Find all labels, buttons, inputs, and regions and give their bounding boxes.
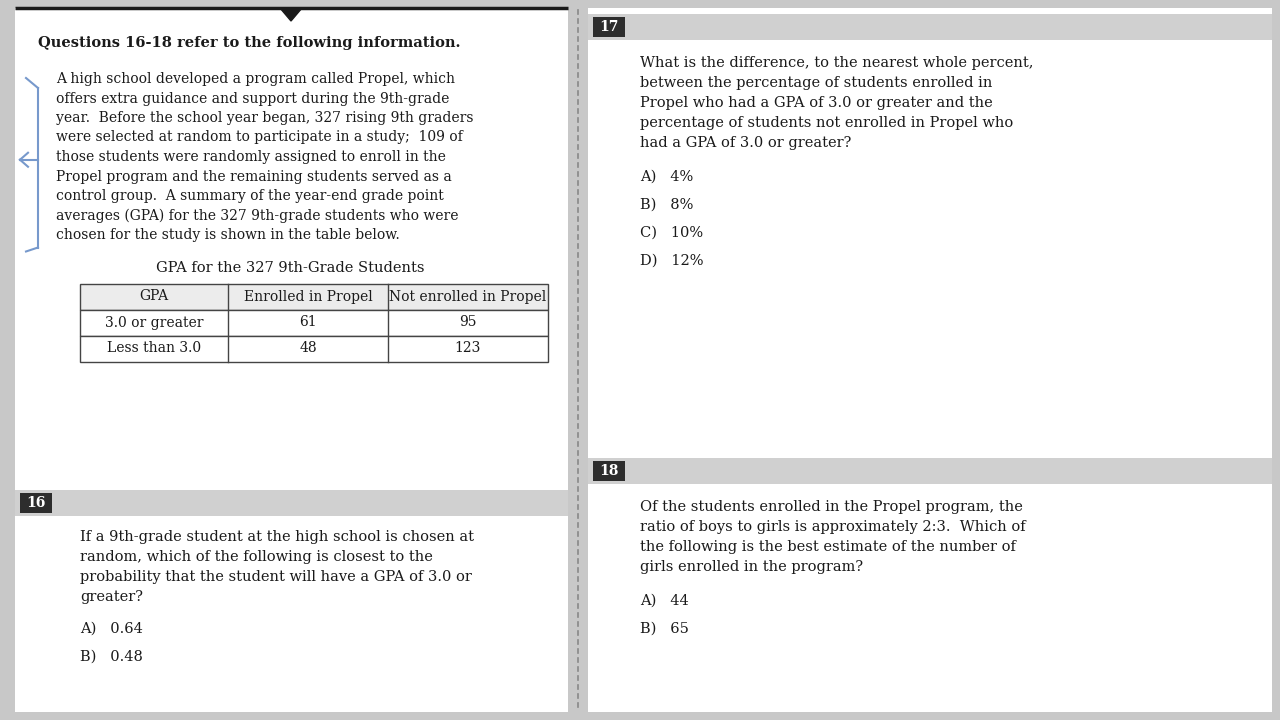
Bar: [79, 336, 548, 361]
Text: What is the difference, to the nearest whole percent,: What is the difference, to the nearest w…: [640, 56, 1033, 70]
Text: Not enrolled in Propel: Not enrolled in Propel: [389, 289, 547, 304]
Text: A)   0.64: A) 0.64: [79, 622, 143, 636]
Text: girls enrolled in the program?: girls enrolled in the program?: [640, 560, 863, 574]
Text: 18: 18: [599, 464, 618, 478]
Text: B)   0.48: B) 0.48: [79, 650, 143, 664]
Text: 95: 95: [460, 315, 476, 330]
Text: Questions 16-18 refer to the following information.: Questions 16-18 refer to the following i…: [38, 36, 461, 50]
Bar: [79, 310, 548, 336]
Text: greater?: greater?: [79, 590, 143, 604]
Bar: [588, 458, 1272, 484]
Text: C)   10%: C) 10%: [640, 226, 703, 240]
Text: A)   4%: A) 4%: [640, 170, 694, 184]
Text: between the percentage of students enrolled in: between the percentage of students enrol…: [640, 76, 992, 90]
Bar: [20, 493, 52, 513]
Text: year.  Before the school year began, 327 rising 9th graders: year. Before the school year began, 327 …: [56, 111, 474, 125]
Text: Of the students enrolled in the Propel program, the: Of the students enrolled in the Propel p…: [640, 500, 1023, 514]
Text: GPA for the 327 9th-Grade Students: GPA for the 327 9th-Grade Students: [156, 261, 424, 276]
Text: B)   65: B) 65: [640, 622, 689, 636]
Text: 3.0 or greater: 3.0 or greater: [105, 315, 204, 330]
Text: offers extra guidance and support during the 9th-grade: offers extra guidance and support during…: [56, 91, 449, 106]
Bar: [593, 461, 625, 481]
Text: probability that the student will have a GPA of 3.0 or: probability that the student will have a…: [79, 570, 472, 584]
Bar: [15, 8, 568, 712]
Text: Enrolled in Propel: Enrolled in Propel: [243, 289, 372, 304]
Text: If a 9th-grade student at the high school is chosen at: If a 9th-grade student at the high schoo…: [79, 530, 474, 544]
Text: 123: 123: [454, 341, 481, 356]
Bar: [588, 8, 1272, 712]
Text: averages (GPA) for the 327 9th-grade students who were: averages (GPA) for the 327 9th-grade stu…: [56, 209, 458, 223]
Text: chosen for the study is shown in the table below.: chosen for the study is shown in the tab…: [56, 228, 399, 242]
Text: D)   12%: D) 12%: [640, 254, 704, 268]
Text: 61: 61: [300, 315, 317, 330]
Bar: [593, 17, 625, 37]
Bar: [15, 490, 568, 516]
Text: Propel program and the remaining students served as a: Propel program and the remaining student…: [56, 169, 452, 184]
Text: A high school developed a program called Propel, which: A high school developed a program called…: [56, 72, 454, 86]
Text: 16: 16: [27, 496, 46, 510]
Text: had a GPA of 3.0 or greater?: had a GPA of 3.0 or greater?: [640, 136, 851, 150]
Text: the following is the best estimate of the number of: the following is the best estimate of th…: [640, 540, 1016, 554]
Text: ratio of boys to girls is approximately 2:3.  Which of: ratio of boys to girls is approximately …: [640, 520, 1025, 534]
Text: those students were randomly assigned to enroll in the: those students were randomly assigned to…: [56, 150, 445, 164]
Text: GPA: GPA: [140, 289, 169, 304]
Text: control group.  A summary of the year-end grade point: control group. A summary of the year-end…: [56, 189, 444, 203]
Bar: [79, 284, 548, 310]
Text: were selected at random to participate in a study;  109 of: were selected at random to participate i…: [56, 130, 463, 145]
Text: random, which of the following is closest to the: random, which of the following is closes…: [79, 550, 433, 564]
Text: percentage of students not enrolled in Propel who: percentage of students not enrolled in P…: [640, 116, 1014, 130]
Text: Propel who had a GPA of 3.0 or greater and the: Propel who had a GPA of 3.0 or greater a…: [640, 96, 993, 110]
Bar: [588, 14, 1272, 40]
Text: A)   44: A) 44: [640, 594, 689, 608]
Polygon shape: [280, 8, 302, 21]
Text: 48: 48: [300, 341, 317, 356]
Text: 17: 17: [599, 20, 618, 34]
Text: Less than 3.0: Less than 3.0: [108, 341, 201, 356]
Text: B)   8%: B) 8%: [640, 198, 694, 212]
